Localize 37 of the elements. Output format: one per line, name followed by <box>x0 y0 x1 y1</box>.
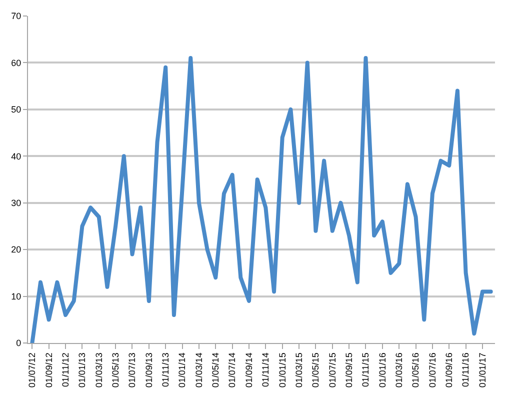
y-tick-label: 0 <box>16 338 22 348</box>
y-tick-label: 70 <box>11 11 22 22</box>
x-tick-label: 01/03/14 <box>194 352 204 388</box>
x-tick-label: 01/07/12 <box>27 352 38 388</box>
x-tick-label: 01/01/15 <box>277 352 288 388</box>
y-tick-label: 50 <box>11 104 22 115</box>
x-tick-label: 01/11/12 <box>60 352 70 387</box>
x-tick-label: 01/07/16 <box>427 352 438 388</box>
x-tick-label: 01/05/16 <box>410 352 421 388</box>
x-tick-label: 01/11/14 <box>260 352 271 387</box>
x-tick-label: 01/01/14 <box>177 352 188 388</box>
x-tick-label: 01/09/13 <box>144 352 154 388</box>
x-tick-label: 01/07/14 <box>227 352 238 388</box>
x-tick-label: 01/03/16 <box>394 352 404 388</box>
x-tick-label: 01/01/16 <box>377 352 388 388</box>
x-tick-label: 01/11/16 <box>460 352 471 387</box>
x-tick-label: 01/05/13 <box>110 352 120 388</box>
x-tick-label: 01/09/16 <box>444 352 454 388</box>
x-tick-label: 01/01/13 <box>77 352 88 388</box>
x-tick-label: 01/07/13 <box>127 352 138 388</box>
x-tick-label: 01/05/15 <box>310 352 321 388</box>
x-tick-label: 01/07/15 <box>327 352 338 388</box>
y-tick-label: 40 <box>11 151 22 162</box>
x-tick-label: 01/03/13 <box>94 352 104 388</box>
line-series <box>30 56 493 343</box>
x-tick-label: 01/09/12 <box>44 352 54 388</box>
x-tick-label: 01/05/14 <box>210 352 221 388</box>
x-tick-label: 01/09/14 <box>244 352 254 388</box>
x-tick-label: 01/01/17 <box>477 352 488 388</box>
y-tick-label: 30 <box>11 198 22 208</box>
x-tick-label: 01/11/15 <box>360 352 371 387</box>
y-tick-label: 10 <box>11 291 22 302</box>
x-tick-label: 01/09/15 <box>344 352 354 388</box>
y-tick-label: 60 <box>11 58 22 68</box>
y-tick-label: 20 <box>11 244 22 255</box>
x-tick-label: 01/11/13 <box>160 352 171 387</box>
x-tick-label: 01/03/15 <box>294 352 304 388</box>
